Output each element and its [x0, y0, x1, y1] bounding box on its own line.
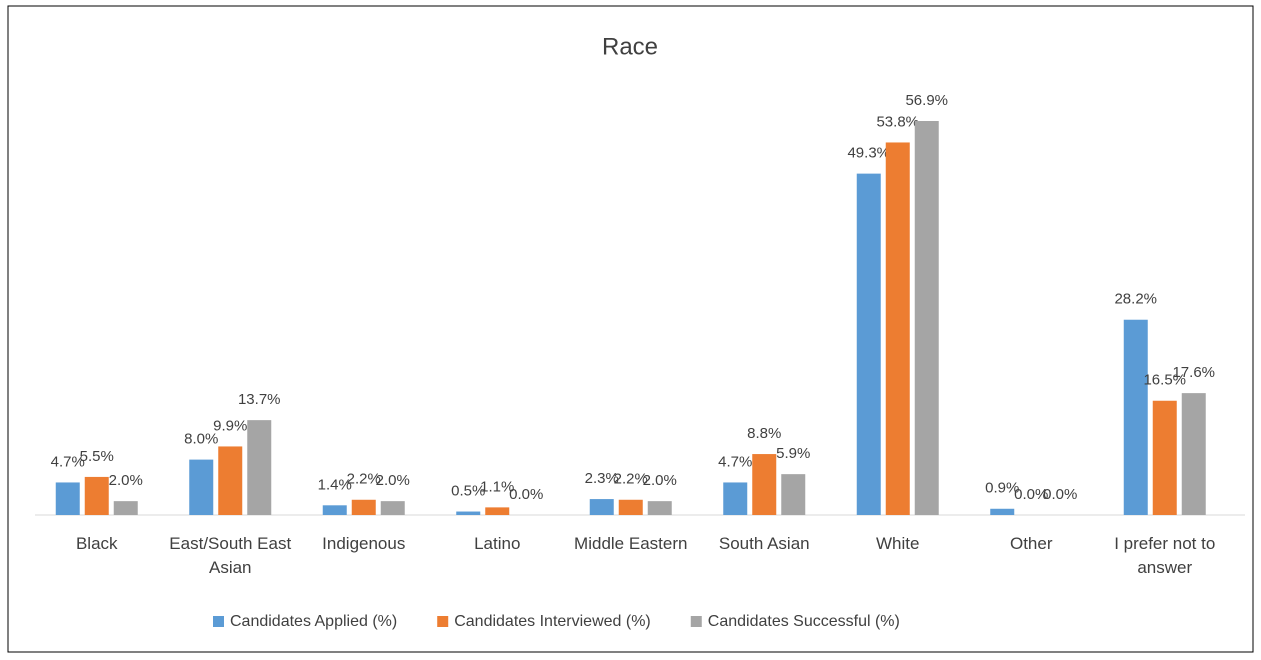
data-label: 0.5% — [451, 483, 485, 500]
bar — [351, 499, 376, 515]
bar — [218, 446, 243, 515]
data-label: 8.8% — [747, 425, 781, 442]
bar — [885, 142, 910, 515]
data-label: 9.9% — [213, 417, 247, 434]
data-label: 53.8% — [876, 113, 919, 130]
chart-title: Race — [602, 33, 658, 60]
bar — [914, 121, 939, 515]
bar — [380, 501, 405, 515]
bar — [781, 474, 806, 515]
bar — [55, 482, 80, 515]
x-tick-label: East/South East Asian — [169, 534, 292, 577]
bar — [189, 459, 214, 515]
x-tick-label: Middle Eastern — [574, 534, 688, 553]
legend-swatch — [213, 616, 224, 627]
legend-swatch — [690, 616, 702, 627]
bar — [856, 173, 881, 515]
data-label: 0.0% — [1043, 486, 1077, 503]
legend-swatch — [437, 616, 449, 627]
bar — [84, 476, 109, 515]
legend-label: Candidates Applied (%) — [230, 613, 397, 630]
data-label: 0.0% — [1014, 486, 1048, 503]
data-label: 2.2% — [614, 471, 648, 488]
data-label: 2.0% — [376, 472, 410, 489]
data-label: 5.5% — [80, 448, 114, 465]
legend-label: Candidates Interviewed (%) — [454, 613, 651, 630]
bar — [113, 501, 138, 515]
data-label: 17.6% — [1172, 364, 1215, 381]
bar — [618, 499, 643, 515]
data-label: 1.4% — [318, 476, 352, 493]
data-label: 4.7% — [51, 453, 85, 470]
x-tick-label: Other — [1009, 534, 1053, 553]
bar — [485, 507, 510, 515]
bar — [647, 501, 672, 515]
data-label: 1.1% — [480, 478, 514, 495]
bar — [990, 508, 1015, 515]
data-label: 2.0% — [109, 472, 143, 489]
data-label: 0.9% — [985, 480, 1019, 497]
chart-frame — [7, 5, 1254, 653]
data-label: 0.0% — [509, 486, 543, 503]
bar — [723, 482, 748, 515]
data-label: 49.3% — [847, 145, 890, 162]
data-label: 8.0% — [184, 431, 218, 448]
x-tick-label: Black — [75, 534, 118, 553]
bar — [589, 499, 614, 515]
data-label: 2.0% — [643, 472, 677, 489]
data-label: 4.7% — [718, 453, 752, 470]
bar — [1152, 400, 1177, 515]
x-tick-label: I prefer not to answer — [1114, 534, 1216, 577]
data-label: 28.2% — [1114, 291, 1157, 308]
legend-label: Candidates Successful (%) — [708, 613, 900, 630]
bar — [752, 454, 777, 515]
data-label: 2.2% — [347, 471, 381, 488]
data-label: 16.5% — [1143, 372, 1186, 389]
bar — [1181, 393, 1206, 515]
data-label: 13.7% — [238, 391, 281, 408]
bar — [456, 511, 481, 515]
data-label: 5.9% — [776, 445, 810, 462]
x-tick-label: White — [876, 534, 920, 553]
data-label: 2.3% — [585, 470, 619, 487]
bar — [1123, 319, 1148, 515]
x-tick-label: Latino — [474, 534, 521, 553]
x-tick-label: Indigenous — [322, 534, 406, 553]
bar — [322, 505, 347, 515]
data-label: 56.9% — [905, 92, 948, 109]
bar — [247, 420, 272, 515]
x-tick-label: South Asian — [718, 534, 810, 553]
